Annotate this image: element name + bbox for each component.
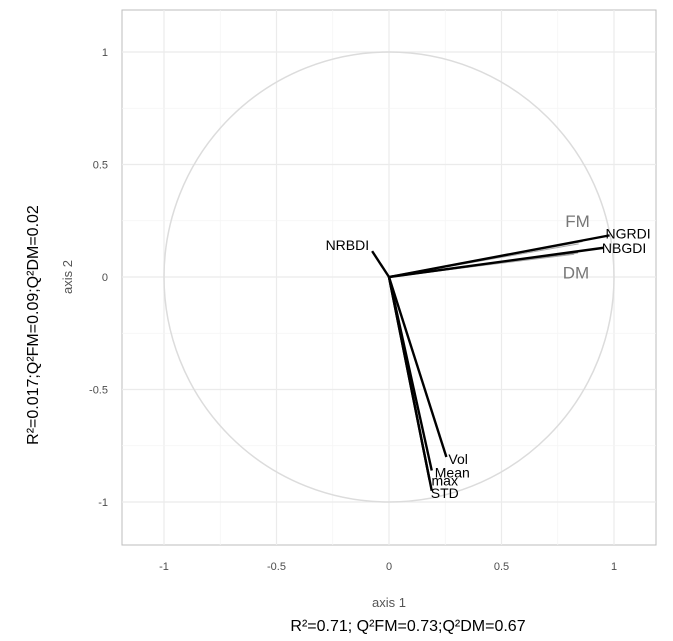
- y-axis-stats: R²=0.017;Q²FM=0.09;Q²DM=0.02: [25, 205, 42, 445]
- group-label: DM: [563, 263, 589, 282]
- variable-arrow: [387, 276, 448, 458]
- x-tick-labels: -1 -0.5 0 0.5 1: [159, 561, 617, 573]
- y-tick-label: -0.5: [89, 385, 108, 397]
- x-tick-label: 1: [611, 561, 617, 573]
- variable-label: Mean: [435, 465, 470, 481]
- variable-arrow: [371, 250, 391, 278]
- x-tick-label: 0.5: [494, 561, 509, 573]
- variable-label: STD: [431, 485, 459, 501]
- variable-arrow: [388, 246, 605, 279]
- x-tick-label: -0.5: [267, 561, 286, 573]
- y-tick-label: 0.5: [93, 160, 108, 172]
- y-tick-labels: -1 -0.5 0 0.5 1: [89, 47, 108, 509]
- variable-arrow: [388, 234, 610, 279]
- variable-arrow: [387, 276, 433, 491]
- unit-circle-layer: [163, 51, 615, 503]
- x-axis-title: axis 1: [372, 595, 406, 610]
- x-axis-stats: R²=0.71; Q²FM=0.73;Q²DM=0.67: [290, 618, 525, 635]
- y-tick-label: -1: [98, 497, 108, 509]
- y-axis-title: axis 2: [60, 260, 75, 294]
- unit-circle: [163, 51, 615, 503]
- variable-label: NGRDI: [606, 225, 651, 241]
- y-tick-label: 0: [102, 272, 108, 284]
- variable-label: NRBDI: [326, 237, 370, 253]
- group-label: FM: [565, 212, 590, 231]
- x-tick-label: -1: [159, 561, 169, 573]
- x-tick-label: 0: [386, 561, 392, 573]
- y-tick-label: 1: [102, 47, 108, 59]
- variable-label: NBGDI: [602, 240, 646, 256]
- variable-label: max: [432, 473, 458, 489]
- variable-label: Vol: [448, 451, 467, 467]
